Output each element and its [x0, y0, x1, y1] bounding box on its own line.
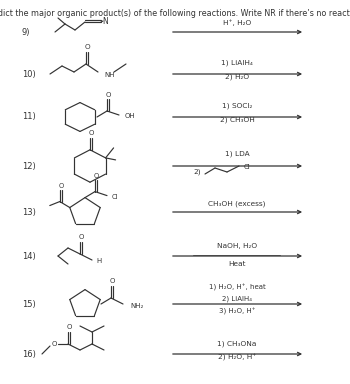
Text: 9): 9) — [22, 28, 30, 36]
Text: 10): 10) — [22, 70, 36, 78]
Text: 14): 14) — [22, 252, 36, 260]
Text: O: O — [78, 234, 84, 240]
Text: 1) CH₃ONa: 1) CH₃ONa — [217, 341, 257, 347]
Text: OH: OH — [125, 113, 136, 119]
Text: 13): 13) — [22, 207, 36, 217]
Text: O: O — [105, 92, 111, 98]
Text: Predict the major organic product(s) of the following reactions. Write NR if the: Predict the major organic product(s) of … — [0, 9, 350, 18]
Text: 1) LiAlH₄: 1) LiAlH₄ — [221, 60, 253, 66]
Text: O: O — [88, 130, 94, 136]
Text: 2) H₂O, H⁺: 2) H₂O, H⁺ — [218, 353, 256, 361]
Text: 16): 16) — [22, 349, 36, 359]
Text: N: N — [102, 17, 108, 25]
Text: O: O — [109, 278, 115, 284]
Text: NaOH, H₂O: NaOH, H₂O — [217, 243, 257, 249]
Text: Heat: Heat — [228, 261, 246, 267]
Text: 11): 11) — [22, 113, 36, 121]
Text: O: O — [58, 182, 63, 189]
Text: 1) H₂O, H⁺, heat: 1) H₂O, H⁺, heat — [209, 283, 265, 291]
Text: H: H — [96, 258, 101, 264]
Text: O: O — [66, 324, 72, 330]
Text: 1) SOCl₂: 1) SOCl₂ — [222, 103, 252, 109]
Text: 3) H₂O, H⁺: 3) H₂O, H⁺ — [219, 307, 255, 314]
Text: 2): 2) — [193, 169, 201, 175]
Text: 2) LiAlH₄: 2) LiAlH₄ — [222, 296, 252, 302]
Text: O: O — [51, 341, 57, 347]
Text: 12): 12) — [22, 162, 36, 170]
Text: NH₂: NH₂ — [130, 303, 144, 309]
Text: 1) LDA: 1) LDA — [225, 151, 249, 157]
Text: 15): 15) — [22, 300, 36, 308]
Text: H⁺, H₂O: H⁺, H₂O — [223, 20, 251, 26]
Text: 2) CH₃OH: 2) CH₃OH — [220, 117, 254, 123]
Text: Cl: Cl — [112, 194, 119, 200]
Text: Cl: Cl — [244, 164, 251, 170]
Text: O: O — [84, 44, 90, 50]
Text: 2) H₂O: 2) H₂O — [225, 74, 249, 80]
Text: NH: NH — [104, 72, 114, 78]
Text: CH₃OH (excess): CH₃OH (excess) — [208, 201, 266, 207]
Text: O: O — [93, 172, 99, 179]
